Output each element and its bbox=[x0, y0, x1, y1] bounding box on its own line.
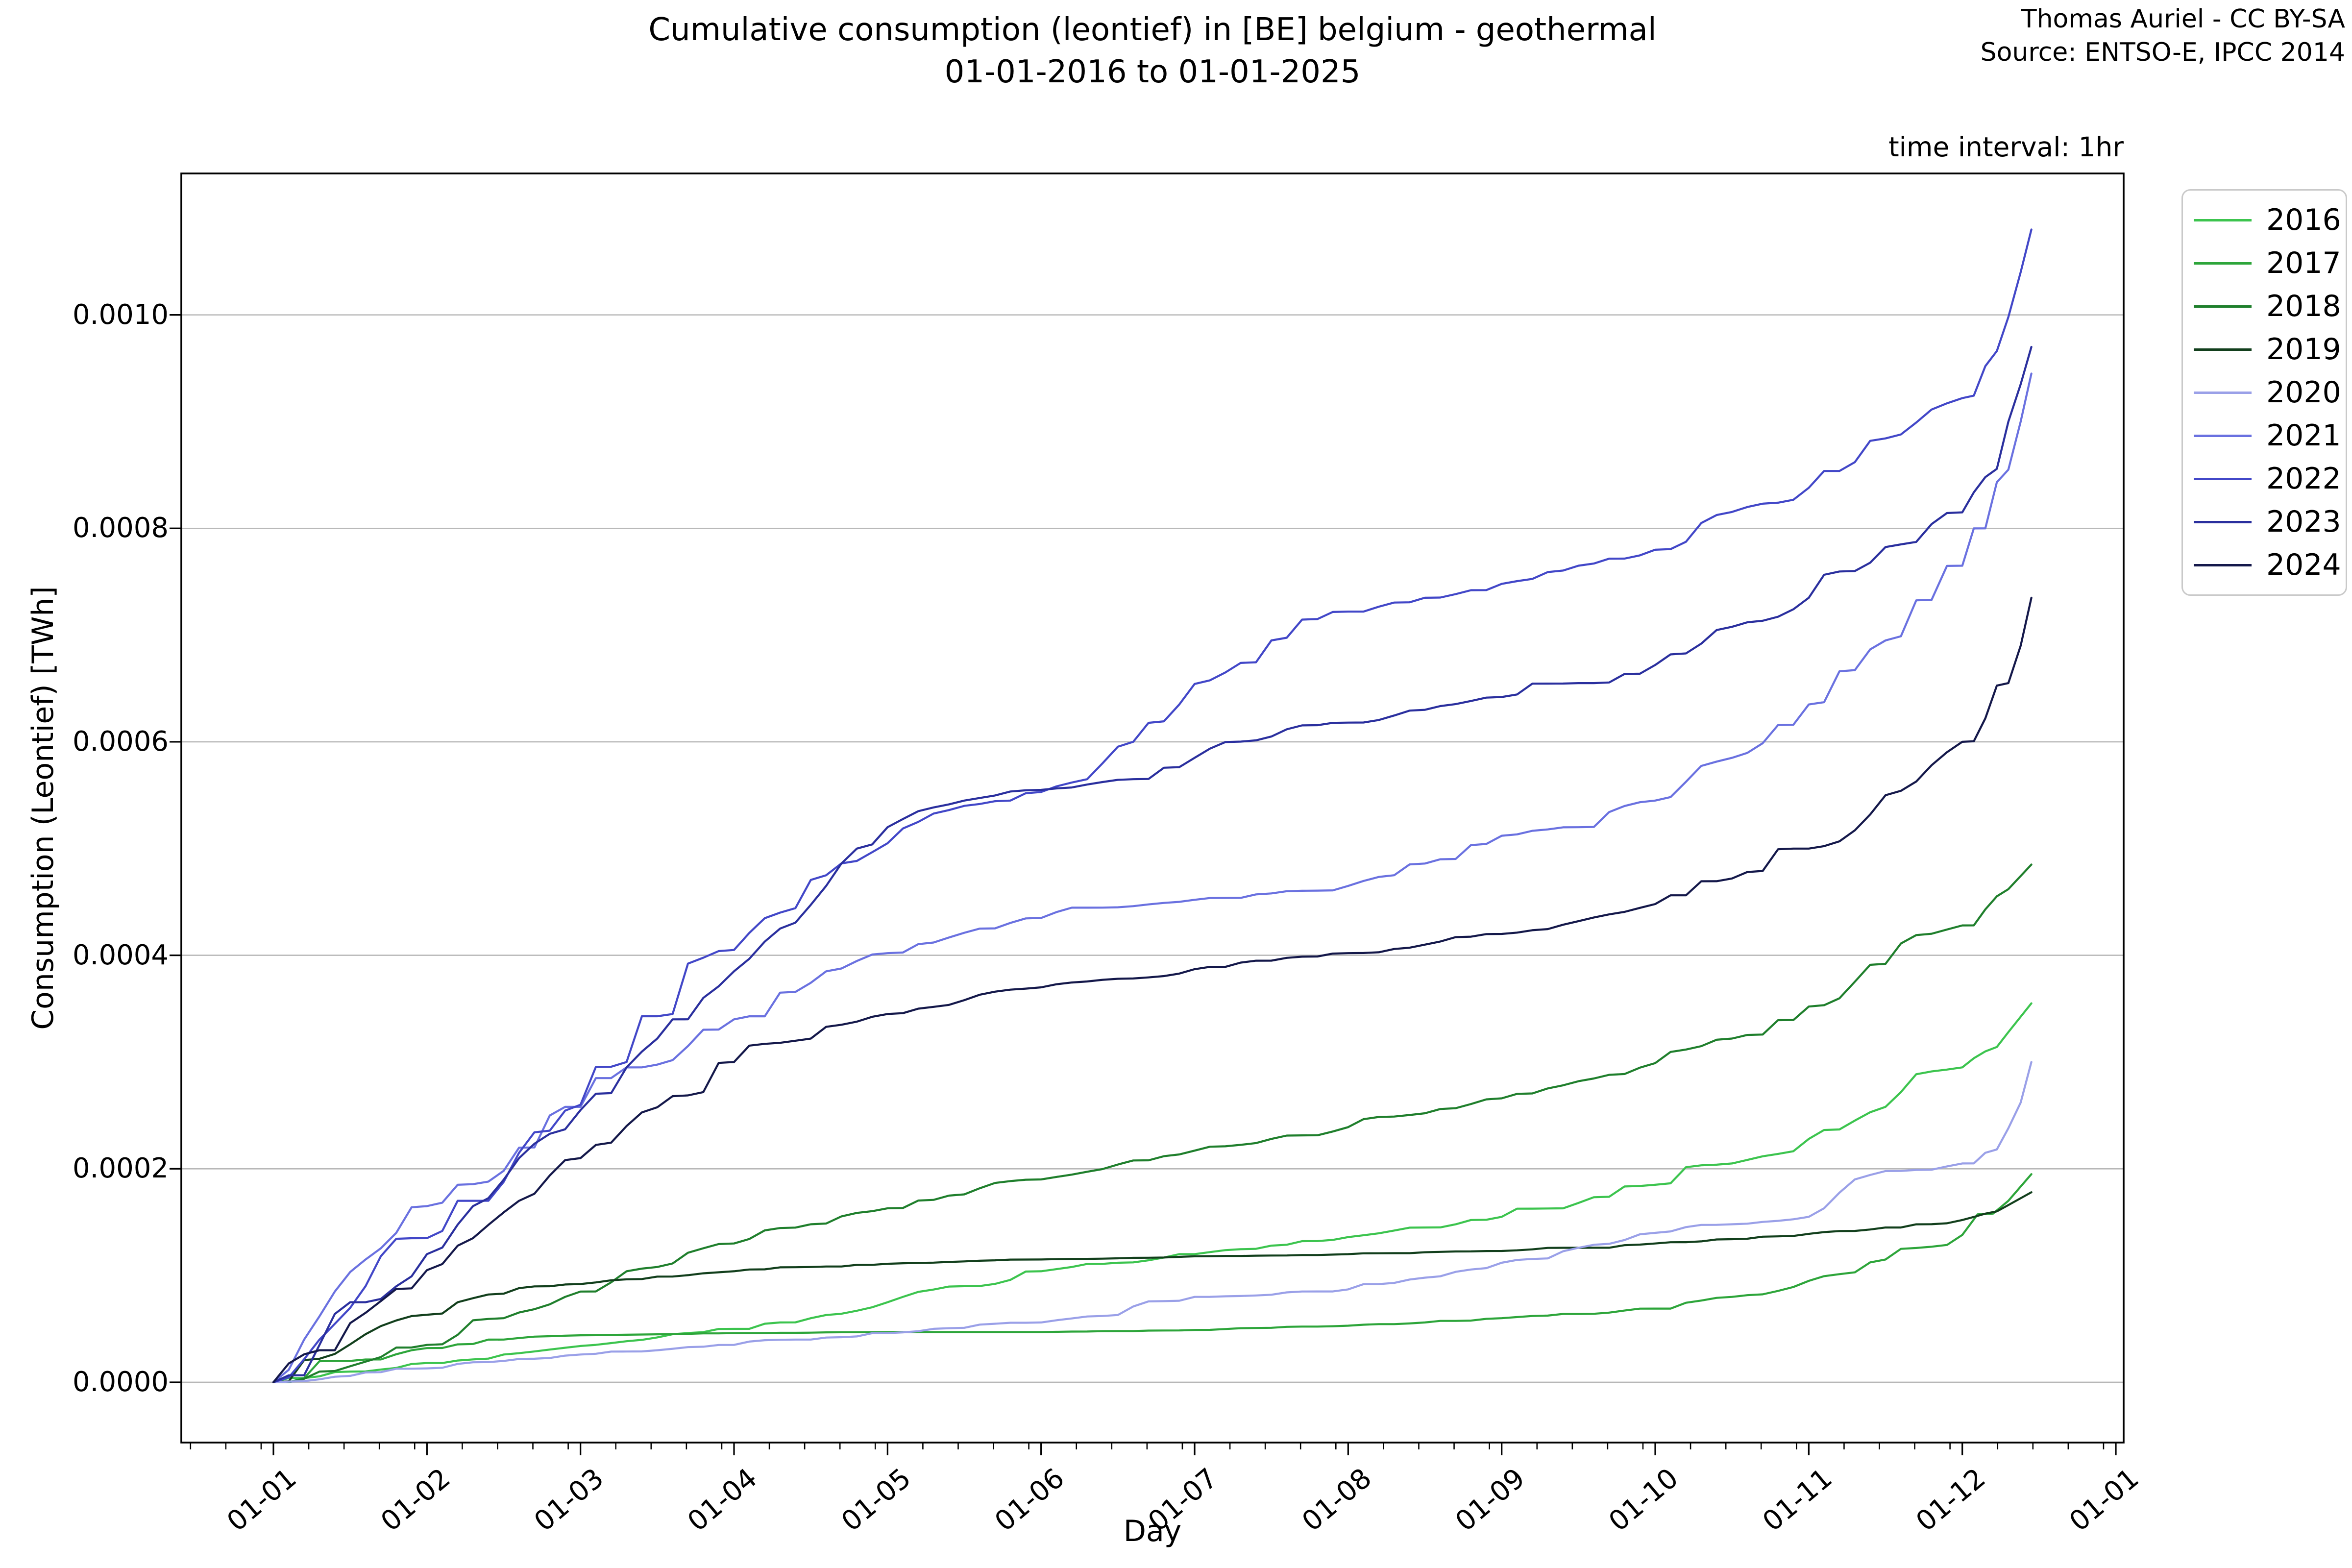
legend-label: 2023 bbox=[2266, 505, 2341, 539]
legend-label: 2017 bbox=[2266, 246, 2341, 280]
legend-line-swatch bbox=[2194, 477, 2252, 480]
legend-item-2022: 2022 bbox=[2183, 457, 2346, 500]
series-line-2023 bbox=[272, 345, 2033, 1383]
series-line-2018 bbox=[272, 863, 2033, 1383]
series-line-2021 bbox=[272, 372, 2033, 1383]
attribution-author: Thomas Auriel - CC BY-SA bbox=[2021, 4, 2345, 34]
series-line-2024 bbox=[272, 596, 2033, 1383]
legend-line-swatch bbox=[2194, 520, 2252, 523]
legend-line-swatch bbox=[2194, 305, 2252, 308]
legend-line-swatch bbox=[2194, 434, 2252, 437]
series-line-2020 bbox=[272, 1061, 2033, 1383]
y-axis-label: Consumption (Leontief) [TWh] bbox=[26, 586, 60, 1030]
attribution: Thomas Auriel - CC BY-SA Source: ENTSO-E… bbox=[1981, 3, 2345, 69]
series-line-2016 bbox=[272, 1002, 2033, 1383]
legend-item-2018: 2018 bbox=[2183, 285, 2346, 328]
x-axis-label: Day bbox=[1123, 1514, 1182, 1548]
y-tick-label: 0.0006 bbox=[73, 725, 169, 758]
y-tick-label: 0.0000 bbox=[73, 1366, 169, 1398]
y-tick-label: 0.0010 bbox=[73, 298, 169, 331]
y-tick-label: 0.0004 bbox=[73, 939, 169, 971]
legend-label: 2022 bbox=[2266, 462, 2341, 496]
legend-item-2017: 2017 bbox=[2183, 242, 2346, 285]
chart-title-line2: 01-01-2016 to 01-01-2025 bbox=[944, 54, 1361, 91]
legend-line-swatch bbox=[2194, 262, 2252, 265]
series-line-2017 bbox=[272, 1173, 2033, 1383]
attribution-source: Source: ENTSO-E, IPCC 2014 bbox=[1980, 37, 2345, 67]
time-interval-note: time interval: 1hr bbox=[1888, 131, 2124, 163]
plot-area bbox=[170, 172, 2125, 1455]
legend-line-swatch bbox=[2194, 348, 2252, 351]
legend-item-2023: 2023 bbox=[2183, 500, 2346, 543]
legend-line-swatch bbox=[2194, 391, 2252, 394]
legend-item-2021: 2021 bbox=[2183, 414, 2346, 457]
y-tick-label: 0.0002 bbox=[73, 1152, 169, 1185]
legend-label: 2019 bbox=[2266, 332, 2341, 367]
legend-label: 2016 bbox=[2266, 203, 2341, 237]
y-tick-label: 0.0008 bbox=[73, 512, 169, 544]
legend-item-2020: 2020 bbox=[2183, 371, 2346, 414]
legend: 2016 2017 2018 2019 2020 2021 2022 2023 2024 bbox=[2181, 189, 2347, 596]
legend-label: 2021 bbox=[2266, 418, 2341, 453]
legend-item-2019: 2019 bbox=[2183, 328, 2346, 371]
legend-line-swatch bbox=[2194, 219, 2252, 221]
legend-line-swatch bbox=[2194, 564, 2252, 566]
legend-item-2016: 2016 bbox=[2183, 198, 2346, 242]
chart-title-line1: Cumulative consumption (leontief) in [BE… bbox=[648, 12, 1657, 48]
legend-label: 2024 bbox=[2266, 548, 2341, 582]
chart-title: Cumulative consumption (leontief) in [BE… bbox=[181, 9, 2124, 94]
legend-label: 2020 bbox=[2266, 375, 2341, 410]
plot-frame bbox=[180, 172, 2125, 1444]
series-line-2022 bbox=[272, 228, 2033, 1383]
legend-label: 2018 bbox=[2266, 289, 2341, 323]
legend-item-2024: 2024 bbox=[2183, 543, 2346, 587]
series-line-2019 bbox=[272, 1191, 2033, 1383]
